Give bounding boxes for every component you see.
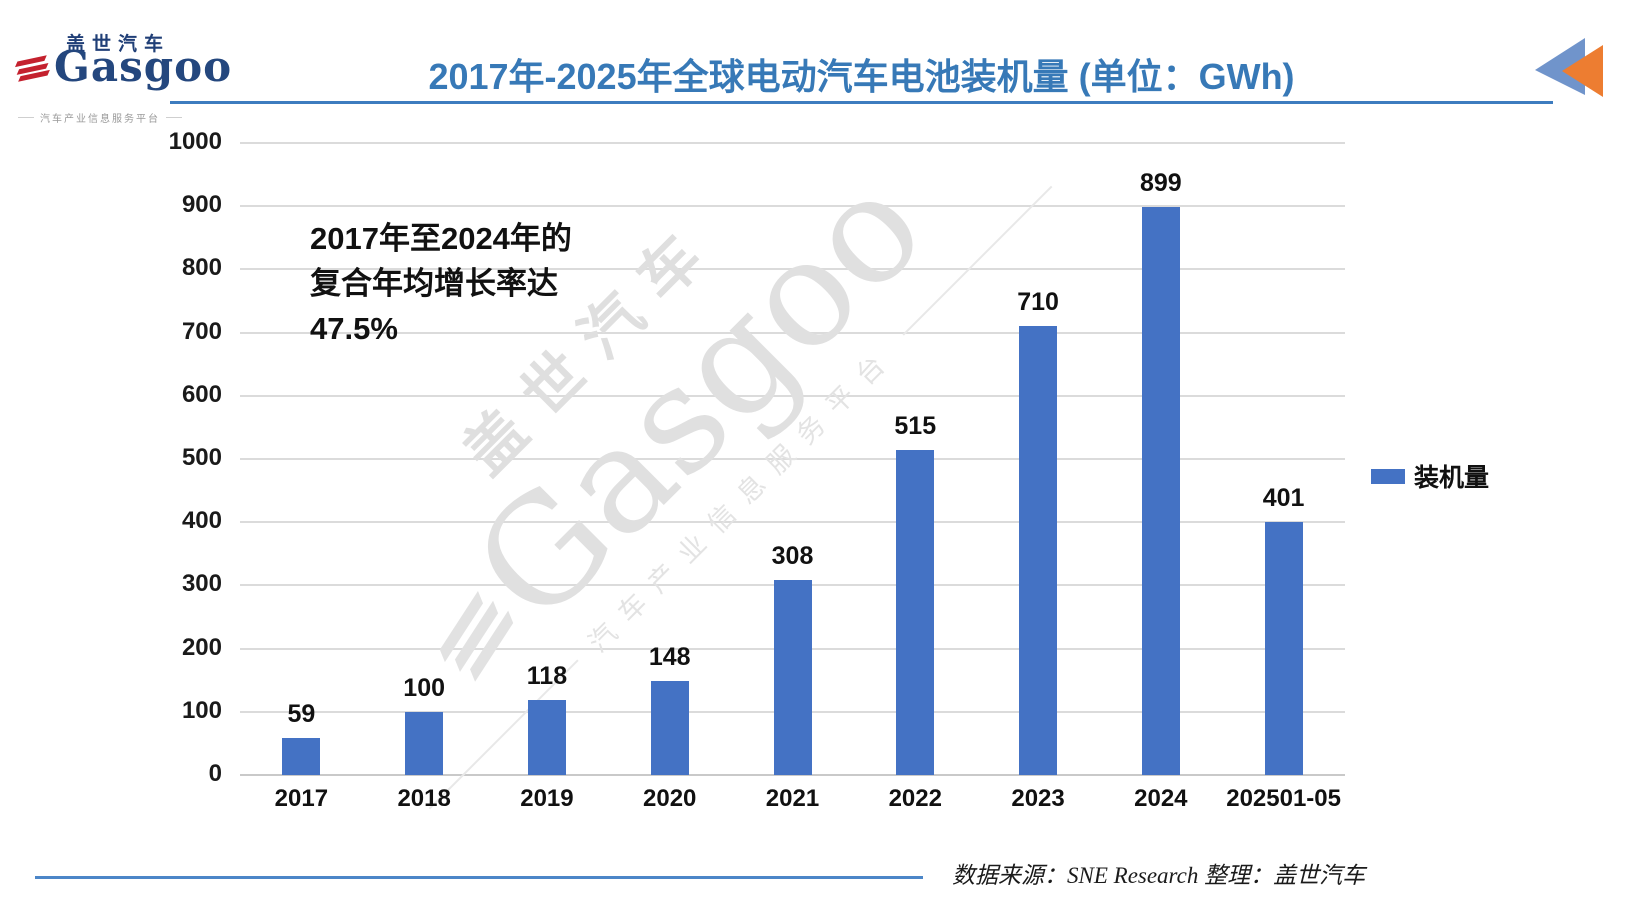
y-axis-tick-label: 200 [181, 633, 222, 661]
y-axis-tick-label: 900 [181, 191, 222, 219]
annotation-line: 2017年至2024年的 [310, 221, 572, 256]
x-axis-label: 2017 [274, 785, 329, 812]
y-axis-tick-label: 300 [181, 570, 222, 598]
bar-202501-05 [1264, 522, 1303, 775]
footer-divider-line [35, 876, 923, 879]
y-axis-tick-label: 1000 [168, 128, 222, 155]
gridline [240, 331, 1345, 334]
gridline [240, 521, 1345, 524]
annotation-line: 复合年均增长率达 [310, 266, 558, 301]
gridline [240, 205, 1345, 208]
x-axis-label: 2024 [1134, 785, 1188, 812]
bar-2021 [773, 580, 812, 775]
x-axis-label: 2018 [397, 785, 451, 812]
legend-label: 装机量 [1414, 464, 1490, 492]
y-axis-tick-label: 100 [181, 696, 222, 724]
bar-value-label: 148 [648, 643, 691, 671]
y-axis-tick-label: 800 [181, 254, 222, 282]
legend-swatch [1371, 468, 1405, 484]
bar-value-label: 308 [771, 542, 814, 570]
y-axis-tick-label: 400 [181, 507, 222, 535]
cagr-annotation: 2017年至2024年的 复合年均增长率达 47.5% [310, 216, 572, 351]
logo-en-text: Gasgoo [54, 42, 233, 91]
bar-2019 [527, 700, 566, 775]
data-source-text: 数据来源：SNE Research 整理：盖世汽车 [952, 863, 1366, 888]
bar-value-label: 401 [1262, 484, 1305, 512]
page-title: 2017年-2025年全球电动汽车电池装机量 (单位：GWh) [428, 56, 1295, 97]
bar-value-label: 100 [403, 674, 446, 702]
bar-value-label: 515 [894, 412, 937, 440]
bar-2024 [1141, 207, 1180, 775]
gridline [240, 458, 1345, 460]
x-axis-label: 2022 [888, 785, 942, 812]
bar-2018 [405, 712, 444, 775]
x-axis-label: 2023 [1011, 785, 1065, 812]
chart-legend: 装机量 [1371, 458, 1489, 494]
bar-2022 [896, 450, 935, 775]
y-axis-tick-label: 0 [208, 760, 222, 787]
y-axis-tick-label: 500 [181, 444, 222, 471]
annotation-line: 47.5% [310, 311, 398, 346]
gridline [240, 142, 1345, 144]
gridline [240, 268, 1345, 271]
y-axis-tick-label: 700 [181, 317, 222, 345]
x-axis-label: 202501-05 [1226, 785, 1341, 812]
gasgoo-logo: 盖世汽车 Gasgoo 汽车产业信息服务平台 [10, 26, 231, 126]
double-triangle-icon [1535, 38, 1603, 97]
bar-value-label: 899 [1139, 169, 1182, 197]
x-axis-label: 2019 [520, 785, 574, 812]
bar-value-label: 118 [526, 662, 568, 690]
x-axis-label: 2020 [643, 785, 697, 812]
bar-value-label: 59 [287, 700, 316, 728]
logo-tagline: 汽车产业信息服务平台 [10, 110, 190, 125]
bar-2023 [1019, 326, 1058, 775]
y-axis-tick-label: 600 [181, 380, 222, 408]
bar-2020 [650, 681, 689, 775]
bar-2017 [282, 738, 321, 775]
title-underline [170, 101, 1553, 104]
gridline [240, 394, 1345, 397]
gridline [240, 774, 1345, 776]
bar-value-label: 710 [1017, 288, 1059, 316]
logo-cn-text: 盖世汽车 [66, 34, 171, 55]
x-axis-label: 2021 [765, 785, 820, 812]
